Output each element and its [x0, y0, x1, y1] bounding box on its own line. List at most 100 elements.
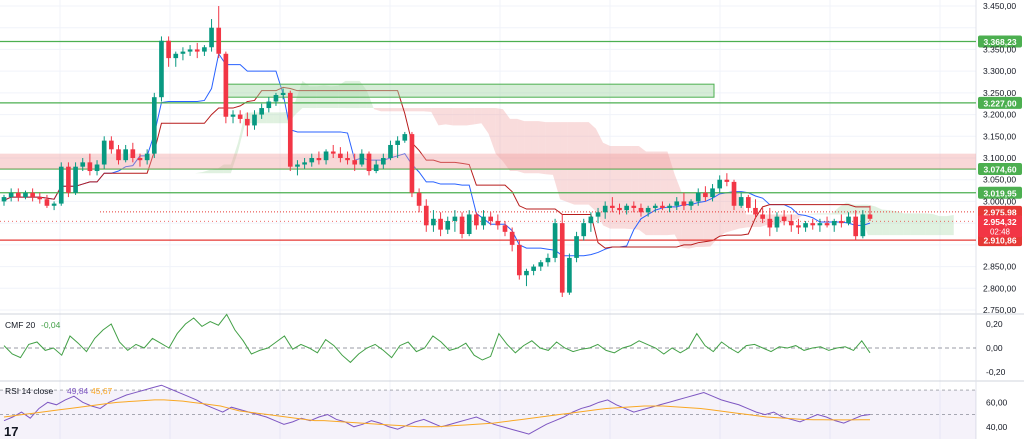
cloud-segment: [567, 122, 575, 205]
cloud-segment: [595, 128, 604, 226]
candle-body: [688, 201, 694, 206]
cloud-segment: [402, 108, 410, 112]
rsi-tick-label: 60,00: [986, 397, 1008, 407]
candle-body: [409, 134, 415, 193]
cloud-segment: [517, 118, 525, 174]
candle-body: [788, 220, 794, 226]
price-tick-label: 3.050,00: [983, 175, 1016, 185]
candle-body: [58, 166, 64, 204]
candle-body: [631, 205, 637, 208]
candle-body: [681, 201, 687, 206]
cloud-segment: [295, 80, 303, 115]
candle-body: [796, 225, 801, 228]
rsi-tick-label: 40,00: [986, 422, 1008, 432]
candle-body: [295, 164, 300, 167]
level-label-resistance-3074: 3.074,60: [983, 165, 1016, 175]
cmf-panel[interactable]: 0,20 0,00 -0,20: [0, 313, 1006, 377]
cloud-segment: [939, 216, 947, 236]
cloud-segment: [910, 213, 918, 236]
candle-body: [223, 53, 229, 117]
candle-body: [302, 162, 307, 165]
level-label-resistance-3019: 3.019,95: [983, 188, 1016, 198]
candle-body: [237, 114, 243, 119]
candles[interactable]: [1, 6, 873, 297]
cloud-segment: [574, 122, 582, 205]
cloud-segment: [338, 80, 346, 109]
candle-body: [30, 192, 35, 198]
candle-body: [810, 223, 816, 226]
rsi-panel[interactable]: 60,00 40,00: [0, 384, 1008, 439]
level-tag-resistance-3368: [978, 35, 1022, 48]
candle-body: [216, 27, 222, 54]
countdown-timer: 02:48: [990, 227, 1011, 236]
price-axis[interactable]: 3.450,00 3.350,00 3.300,00 3.250,00 3.200,00…: [978, 1, 1022, 315]
price-tick-label: 2.850,00: [983, 262, 1016, 272]
demand-zone: [0, 153, 976, 170]
cloud-segment: [703, 192, 711, 248]
candle-body: [87, 162, 93, 172]
cloud-segment: [302, 80, 310, 109]
price-tick-label: 3.250,00: [983, 88, 1016, 98]
candle-body: [345, 158, 350, 161]
candle-body: [173, 53, 179, 59]
cmf-tick-label: -0,20: [986, 367, 1006, 377]
candle-body: [380, 158, 386, 165]
candle-body: [187, 49, 193, 52]
price-tick-label: 3.300,00: [983, 66, 1016, 76]
candle-body: [416, 192, 422, 206]
cloud-segment: [545, 122, 553, 175]
cloud-segment: [510, 118, 518, 172]
cloud-segment: [832, 206, 840, 215]
cloud-segment: [531, 121, 539, 174]
candle-body: [645, 207, 651, 213]
candle-body: [459, 216, 465, 234]
candle-body: [481, 216, 486, 226]
candle-body: [524, 270, 529, 276]
level-label-resistance-3227: 3.227,00: [983, 98, 1016, 108]
cloud-segment: [789, 214, 797, 222]
candle-body: [109, 140, 114, 150]
price-tick-label: 2.750,00: [983, 305, 1016, 315]
candle-body: [130, 149, 136, 158]
candle-body: [610, 205, 615, 208]
cloud-segment: [280, 111, 289, 124]
candle-body: [8, 192, 14, 198]
candle-body: [180, 51, 186, 54]
cloud-segment: [366, 90, 375, 110]
candle-body: [452, 216, 458, 221]
price-tick-label: 3.150,00: [983, 131, 1016, 141]
cmf-title: CMF 20: [5, 320, 36, 330]
candle-body: [266, 101, 272, 109]
cloud-segment: [524, 121, 532, 174]
horizontal-levels[interactable]: 3.368,23 3.227,00 3.074,60 3.019,95 2.910,86: [0, 35, 1022, 247]
candle-body: [230, 114, 236, 117]
candle-body: [839, 220, 844, 224]
cloud-segment: [130, 198, 138, 200]
candle-body: [245, 118, 250, 126]
cloud-segment: [195, 172, 203, 174]
cloud-segment: [803, 213, 811, 215]
candle-body: [23, 192, 28, 198]
cloud-segment: [717, 192, 725, 239]
cloud-segment: [867, 204, 876, 236]
candle-body: [559, 223, 565, 293]
candle-body: [202, 47, 207, 52]
prev-close-tag: [978, 205, 1022, 218]
candle-body: [867, 214, 873, 219]
candle-body: [402, 134, 408, 141]
candle-body: [423, 205, 429, 226]
tradingview-logo[interactable]: 17: [4, 424, 18, 439]
cloud-segment: [817, 213, 825, 215]
candle-body: [101, 140, 107, 165]
cloud-segment: [896, 211, 904, 236]
panel-legends: CMF 20 -0,04 RSI 14 close 49,84 45,67: [5, 320, 113, 396]
candle-body: [667, 205, 672, 208]
candle-body: [660, 205, 665, 208]
candle-body: [781, 216, 787, 221]
cloud-segment: [889, 210, 897, 236]
candle-body: [395, 140, 400, 145]
candle-body: [831, 220, 837, 226]
cloud-segment: [502, 109, 511, 172]
